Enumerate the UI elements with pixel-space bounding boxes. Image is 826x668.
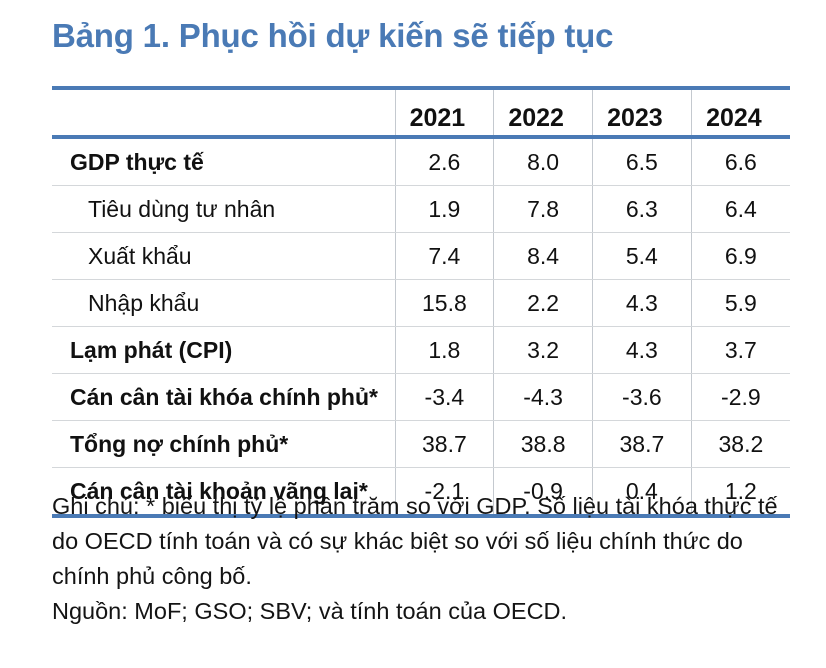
row-value-2022: 38.8 xyxy=(493,420,593,468)
table-row: Nhập khẩu 15.8 2.2 4.3 5.9 xyxy=(52,279,790,327)
row-value-2021: 1.8 xyxy=(395,326,495,374)
row-value-2021: 1.9 xyxy=(395,185,495,233)
source-text: Nguồn: MoF; GSO; SBV; và tính toán của O… xyxy=(52,598,568,624)
table-row: Tiêu dùng tư nhân 1.9 7.8 6.3 6.4 xyxy=(52,185,790,233)
row-value-2023: -3.6 xyxy=(592,373,692,421)
column-header-2024: 2024 xyxy=(691,88,790,137)
row-value-2022: -0.9 xyxy=(493,467,593,516)
row-value-2021: -3.4 xyxy=(395,373,495,421)
row-value-2023: 6.5 xyxy=(592,137,692,186)
row-value-2023: 4.3 xyxy=(592,326,692,374)
row-value-2022: 2.2 xyxy=(493,279,593,327)
row-value-2022: 8.0 xyxy=(493,137,593,186)
table-row: GDP thực tế 2.6 8.0 6.5 6.6 xyxy=(52,137,790,186)
projection-table: 2021 2022 2023 2024 GDP thực tế 2.6 8.0 … xyxy=(52,86,790,518)
row-value-2021: 2.6 xyxy=(395,137,495,186)
row-value-2022: 8.4 xyxy=(493,232,593,280)
row-value-2024: 6.4 xyxy=(691,185,790,233)
row-value-2022: -4.3 xyxy=(493,373,593,421)
column-header-indicator xyxy=(52,88,396,137)
page-title: Bảng 1. Phục hồi dự kiến sẽ tiếp tục xyxy=(52,17,614,54)
row-value-2024: 38.2 xyxy=(691,420,790,468)
row-label: Nhập khẩu xyxy=(52,279,396,327)
table-row: Lạm phát (CPI) 1.8 3.2 4.3 3.7 xyxy=(52,326,790,374)
column-header-2023: 2023 xyxy=(592,88,692,137)
row-value-2024: 3.7 xyxy=(691,326,790,374)
row-label: Tổng nợ chính phủ* xyxy=(52,420,396,468)
row-value-2023: 38.7 xyxy=(592,420,692,468)
table-row: Xuất khẩu 7.4 8.4 5.4 6.9 xyxy=(52,232,790,280)
row-label: Cán cân tài khóa chính phủ* xyxy=(52,373,396,421)
row-value-2022: 7.8 xyxy=(493,185,593,233)
table-row: Tổng nợ chính phủ* 38.7 38.8 38.7 38.2 xyxy=(52,420,790,468)
row-value-2023: 6.3 xyxy=(592,185,692,233)
row-value-2021: 38.7 xyxy=(395,420,495,468)
row-value-2023: 0.4 xyxy=(592,467,692,516)
row-label: Xuất khẩu xyxy=(52,232,396,280)
row-value-2021: 7.4 xyxy=(395,232,495,280)
row-value-2021: 15.8 xyxy=(395,279,495,327)
row-value-2024: 5.9 xyxy=(691,279,790,327)
table-header: 2021 2022 2023 2024 xyxy=(52,88,790,137)
row-value-2024: 6.6 xyxy=(691,137,790,186)
column-header-2021: 2021 xyxy=(395,88,495,137)
table-row: Cán cân tài khoản vãng lai* -2.1 -0.9 0.… xyxy=(52,467,790,516)
row-label: Tiêu dùng tư nhân xyxy=(52,185,396,233)
table-row: Cán cân tài khóa chính phủ* -3.4 -4.3 -3… xyxy=(52,373,790,421)
row-value-2024: 1.2 xyxy=(691,467,790,516)
footnote-text: Ghi chú: * biểu thị tỷ lệ phần trăm so v… xyxy=(52,493,778,589)
column-header-2022: 2022 xyxy=(493,88,593,137)
table-notes: Ghi chú: * biểu thị tỷ lệ phần trăm so v… xyxy=(52,489,794,629)
table-body: GDP thực tế 2.6 8.0 6.5 6.6 Tiêu dùng tư… xyxy=(52,137,790,516)
row-value-2021: -2.1 xyxy=(395,467,495,516)
row-value-2024: -2.9 xyxy=(691,373,790,421)
row-value-2023: 4.3 xyxy=(592,279,692,327)
row-value-2022: 3.2 xyxy=(493,326,593,374)
row-value-2024: 6.9 xyxy=(691,232,790,280)
table-header-row: 2021 2022 2023 2024 xyxy=(52,88,790,137)
data-table-container: 2021 2022 2023 2024 GDP thực tế 2.6 8.0 … xyxy=(52,86,790,518)
row-value-2023: 5.4 xyxy=(592,232,692,280)
row-label: Cán cân tài khoản vãng lai* xyxy=(52,467,396,516)
row-label: GDP thực tế xyxy=(52,137,396,186)
row-label: Lạm phát (CPI) xyxy=(52,326,396,374)
